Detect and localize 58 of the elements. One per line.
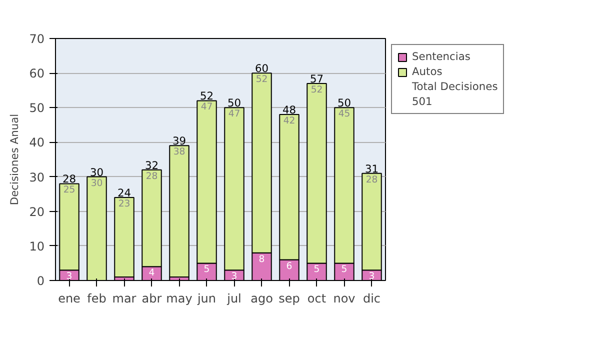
total-label: 52 xyxy=(200,90,214,103)
total-label: 32 xyxy=(144,158,159,172)
x-tick-label: ago xyxy=(250,292,273,306)
data-label: 28 xyxy=(366,174,378,186)
data-label: 47 xyxy=(228,108,240,120)
y-axis-title: Decisiones Anual xyxy=(8,114,22,206)
total-label: 24 xyxy=(117,186,132,200)
text: Total Decisiones xyxy=(412,80,498,93)
y-tick-label: 50 xyxy=(29,101,45,116)
data-label: 47 xyxy=(200,102,213,113)
total-label: 30 xyxy=(90,166,104,179)
data-label: 28 xyxy=(146,170,158,182)
x-tick-label: ene xyxy=(58,292,80,306)
y-tick-label: 40 xyxy=(29,136,45,150)
x-tick-label: abr xyxy=(142,292,162,306)
text: 501 xyxy=(412,95,432,108)
x-tick-label: feb xyxy=(87,292,106,306)
total-label: 31 xyxy=(364,162,379,176)
y-tick-label: 10 xyxy=(29,239,45,254)
data-label: 38 xyxy=(173,146,186,158)
data-label: 25 xyxy=(63,184,76,196)
data-label: 30 xyxy=(90,178,103,189)
data-label: 45 xyxy=(338,108,350,120)
y-tick-label: 60 xyxy=(29,66,45,81)
data-label: 23 xyxy=(118,198,130,210)
data-label: 52 xyxy=(310,84,323,96)
x-tick-label: jul xyxy=(226,292,242,306)
x-tick-label: nov xyxy=(333,292,356,306)
total-label: 50 xyxy=(337,96,352,110)
total-label: 28 xyxy=(62,172,76,186)
total-label: 57 xyxy=(310,72,324,86)
data-label: 4 xyxy=(148,268,155,279)
total-label: 60 xyxy=(254,62,269,76)
data-label: 3 xyxy=(368,271,375,282)
x-tick-label: sep xyxy=(278,292,300,306)
x-tick-label: mar xyxy=(112,292,136,306)
data-label: 6 xyxy=(286,260,292,272)
data-label: 52 xyxy=(256,74,268,86)
y-tick-label: 0 xyxy=(36,274,45,288)
total-label: 50 xyxy=(227,96,242,110)
x-tick-label: may xyxy=(166,292,192,306)
legend-label: Sentencias xyxy=(412,50,470,63)
total-label: 39 xyxy=(172,134,186,148)
y-tick-label: 70 xyxy=(29,32,45,46)
data-label: 5 xyxy=(204,264,210,276)
y-tick-label: 30 xyxy=(29,170,45,184)
data-label: 3 xyxy=(66,271,72,282)
legend-label: Autos xyxy=(412,65,442,78)
y-tick-label: 20 xyxy=(29,204,45,219)
total-label: 48 xyxy=(282,104,296,117)
x-tick-label: jun xyxy=(196,292,216,306)
x-tick-label: dic xyxy=(362,292,381,306)
data-label: 8 xyxy=(258,254,265,265)
data-label: 42 xyxy=(283,116,296,127)
data-label: 5 xyxy=(341,264,348,276)
data-label: 3 xyxy=(231,271,238,282)
data-label: 5 xyxy=(314,264,320,276)
x-tick-label: oct xyxy=(307,292,326,306)
